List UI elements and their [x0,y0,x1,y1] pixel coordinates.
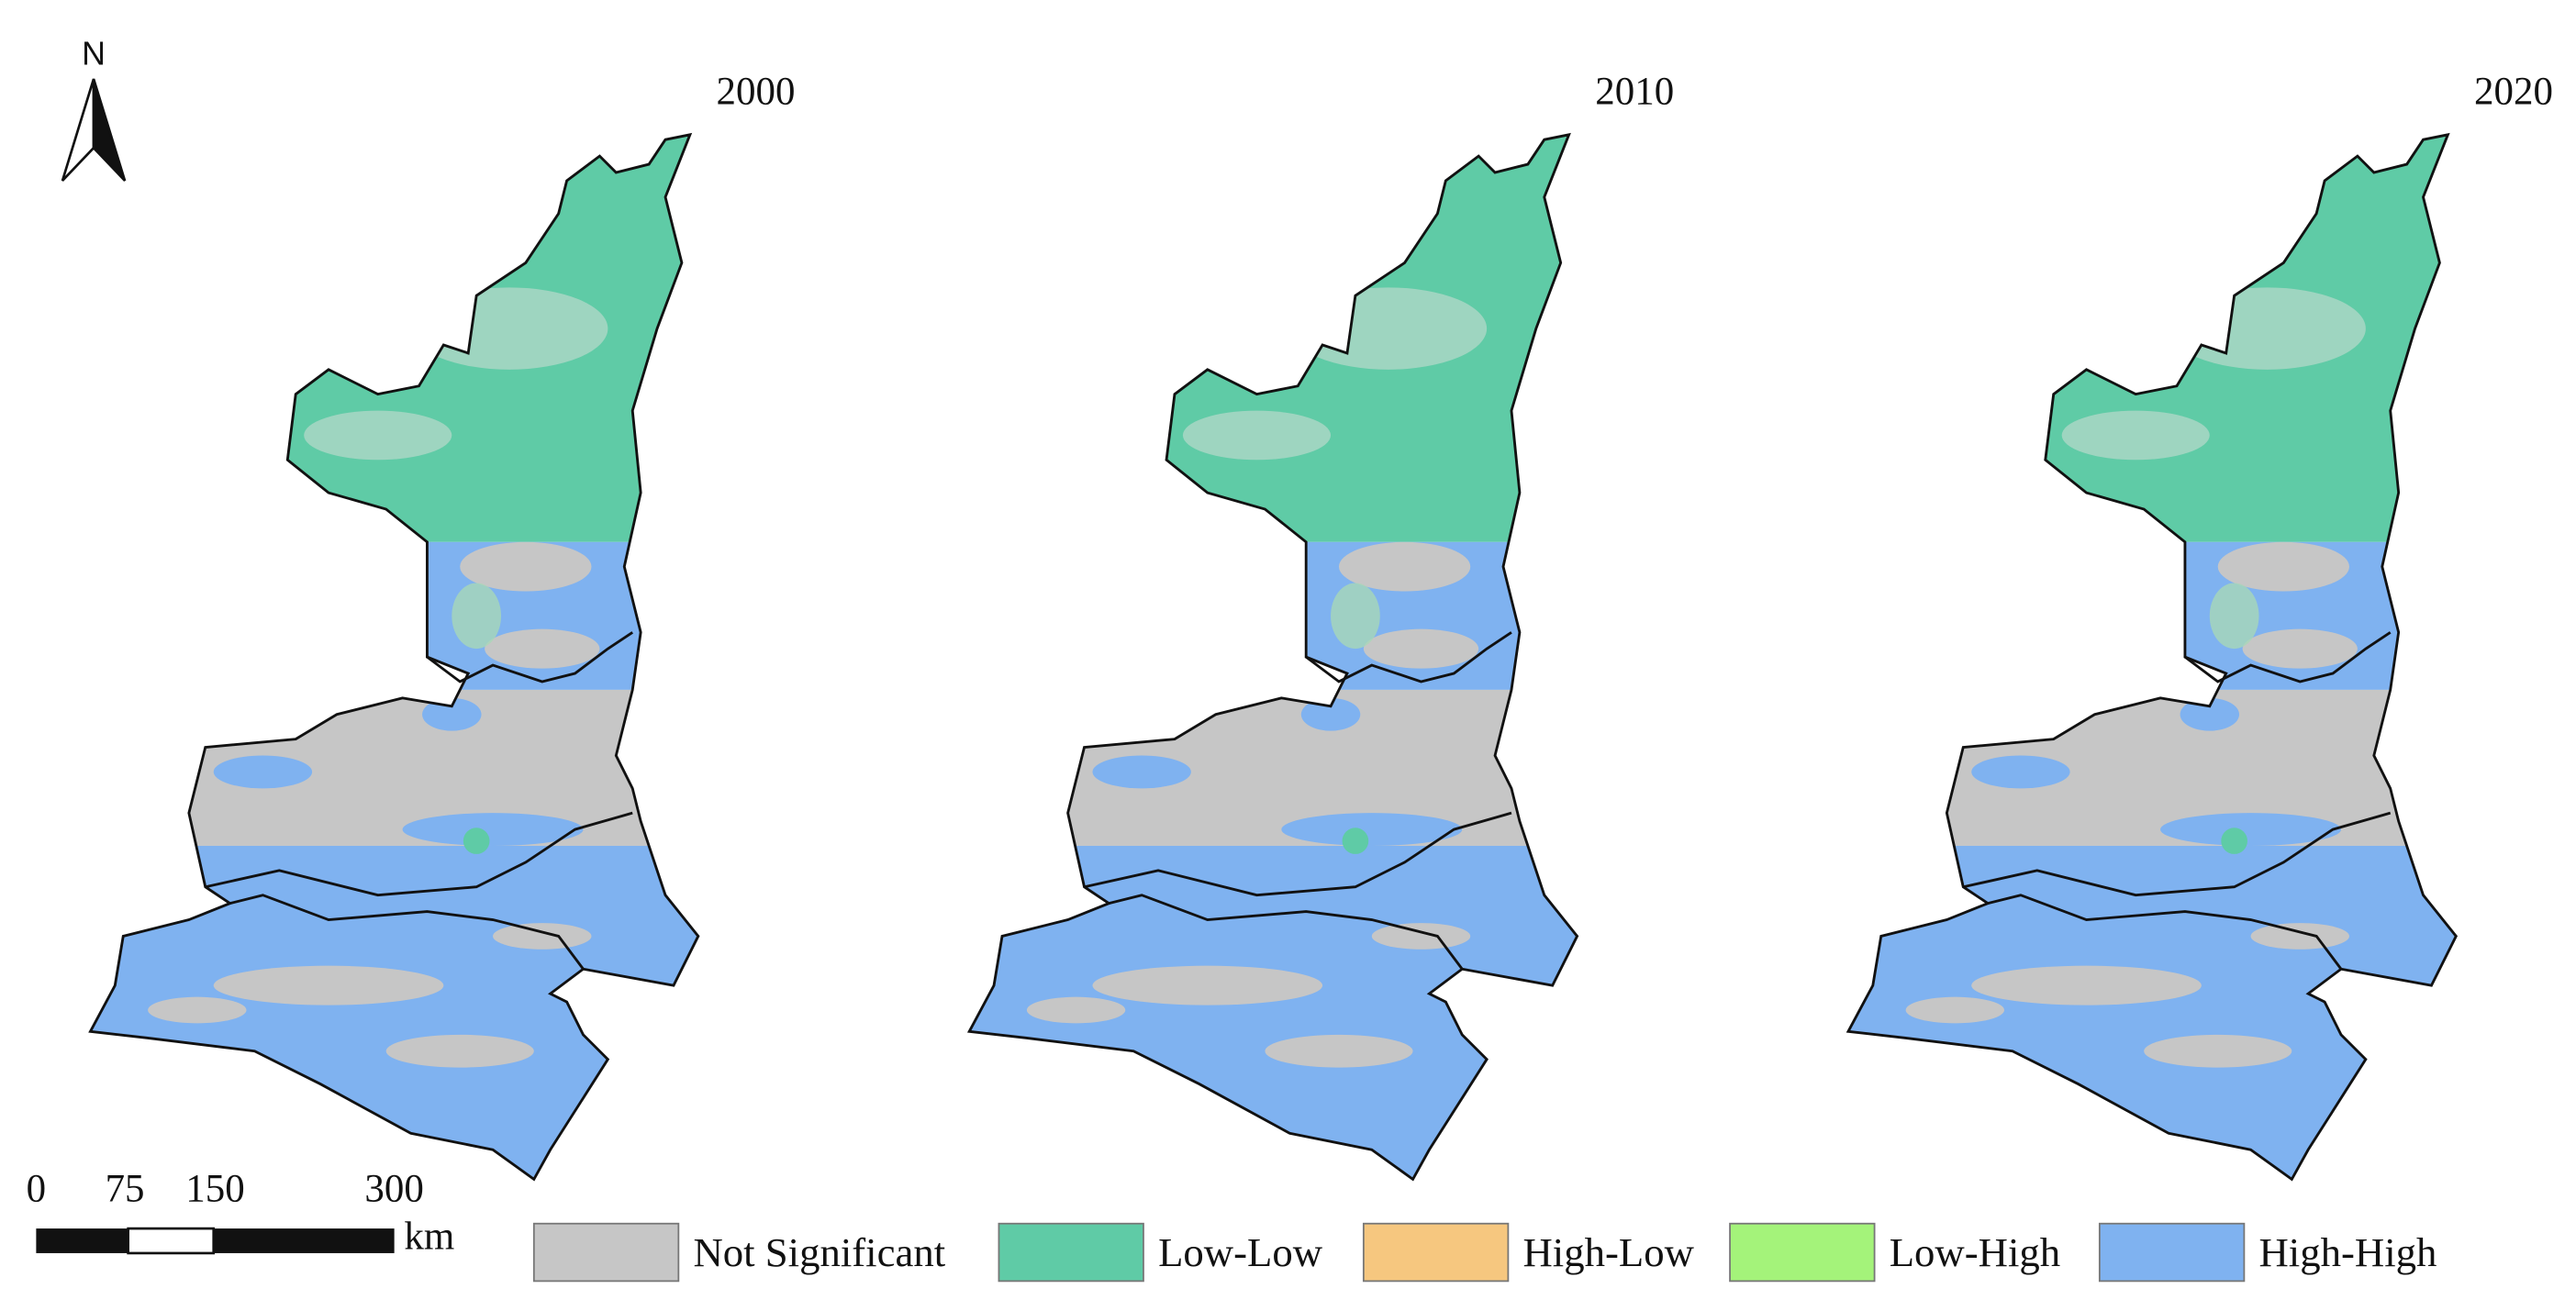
legend-label: High-Low [1522,1229,1694,1275]
map-2020 [1823,98,2481,1206]
legend-swatch [2098,1222,2246,1283]
scale-label: 75 [106,1168,145,1211]
legend-label: High-High [2258,1229,2437,1275]
scale-label: 300 [364,1168,423,1211]
legend-swatch [998,1222,1144,1283]
scale-bar: 0 75 150 300 km [27,1168,455,1259]
north-label: N [82,35,106,72]
scale-unit: km [404,1215,454,1258]
legend-label: Not Significant [693,1229,945,1275]
map-2010 [944,98,1601,1206]
legend-label: Low-Low [1158,1229,1323,1275]
map-title: 2020 [2474,71,2553,114]
map-2000 [66,98,723,1206]
legend-swatch [1362,1222,1510,1283]
north-arrow: N [61,35,127,182]
legend-swatch [1729,1222,1876,1283]
map-title: 2000 [717,71,796,114]
scale-label: 0 [27,1168,46,1211]
scale-label: 150 [185,1168,244,1211]
legend-label: Low-High [1890,1229,2060,1275]
legend: Not Significant Low-Low High-Low Low-High Hi… [532,1222,2437,1283]
map-title: 2010 [1595,71,1674,114]
legend-swatch [532,1222,680,1283]
